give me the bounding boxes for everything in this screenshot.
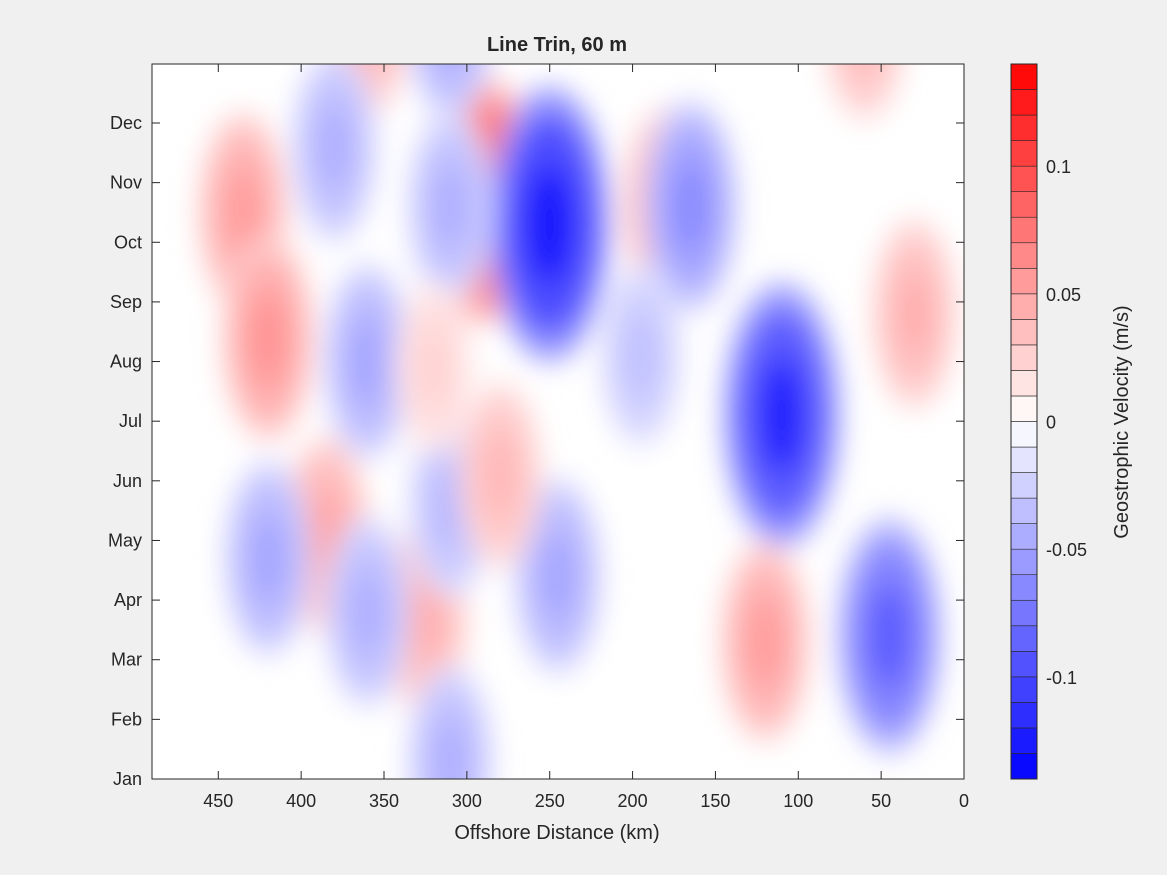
colorbar-level: [1010, 216, 1038, 244]
colorbar-level: [1010, 293, 1038, 320]
y-tick-label: Mar: [111, 650, 142, 670]
y-tick-label: Apr: [114, 590, 142, 610]
y-tick-label: Nov: [110, 173, 142, 193]
colorbar-level: [1010, 472, 1038, 499]
velocity-anomaly-core: [868, 584, 911, 688]
colorbar-level: [1010, 727, 1038, 754]
velocity-anomaly-core: [758, 357, 805, 474]
velocity-anomaly-core: [317, 104, 352, 190]
velocity-anomaly: [835, 64, 894, 103]
x-tick-label: 350: [369, 791, 399, 811]
colorbar-level: [1010, 651, 1038, 678]
colorbar-level: [1010, 497, 1038, 524]
colorbar-level: [1010, 319, 1038, 346]
x-tick-label: 400: [286, 791, 316, 811]
colorbar-level: [1010, 344, 1038, 371]
x-tick-label: 50: [871, 791, 891, 811]
velocity-anomaly-core: [418, 329, 450, 406]
velocity-anomaly-core: [250, 515, 286, 602]
velocity-anomaly-core: [249, 292, 287, 384]
y-tick-label: Sep: [110, 292, 142, 312]
colorbar-level: [1010, 446, 1038, 473]
colorbar-level: [1010, 599, 1038, 627]
colorbar-level: [1010, 267, 1038, 295]
colorbar-level: [1010, 165, 1038, 192]
colorbar-level: [1010, 242, 1038, 269]
velocity-anomaly: [420, 64, 480, 101]
colorbar-level: [1010, 548, 1038, 576]
colorbar-level: [1010, 702, 1038, 729]
colorbar-level: [1010, 421, 1038, 448]
colorbar: 0.1 0.05 0 -0.05 -0.1: [1010, 63, 1087, 780]
velocity-anomaly-core: [225, 168, 261, 257]
colorbar-level: [1010, 676, 1038, 703]
y-tick-label: Oct: [114, 232, 142, 252]
x-tick-label: 150: [700, 791, 730, 811]
x-tick-label: 100: [783, 791, 813, 811]
colorbar-tick-label: 0.1: [1046, 157, 1071, 177]
velocity-anomaly-core: [446, 64, 454, 65]
x-tick-label: 0: [959, 791, 969, 811]
y-tick-label: Dec: [110, 113, 142, 133]
velocity-anomaly-core: [433, 718, 468, 779]
colorbar-level: [1010, 625, 1038, 652]
colorbar-level: [1010, 191, 1038, 218]
colorbar-tick-label: -0.05: [1046, 540, 1087, 560]
velocity-contour-field: [198, 0, 957, 779]
velocity-anomaly-core: [483, 433, 517, 517]
velocity-anomaly-core: [350, 569, 385, 655]
velocity-anomaly-core: [525, 164, 574, 285]
y-tick-label: May: [108, 530, 142, 550]
y-tick-label: Aug: [110, 352, 142, 372]
x-axis: 450 400 350 300 250 200 150 100 50 0: [203, 64, 969, 811]
chart-title: Line Trin, 60 m: [487, 34, 627, 56]
y-tick-label: Jun: [113, 471, 142, 491]
x-tick-label: 300: [452, 791, 482, 811]
colorbar-tick-label: 0.05: [1046, 285, 1081, 305]
colorbar-frame: [1010, 63, 1038, 780]
velocity-anomaly-core: [350, 0, 384, 64]
velocity-anomaly-core: [433, 164, 468, 249]
velocity-anomaly-core: [540, 532, 576, 620]
velocity-anomaly-core: [747, 597, 783, 687]
colorbar-level: [1010, 140, 1038, 167]
x-axis-label: Offshore Distance (km): [454, 822, 659, 844]
colorbar-level: [1010, 753, 1038, 780]
x-tick-label: 250: [535, 791, 565, 811]
y-tick-label: Jul: [119, 411, 142, 431]
x-tick-label: 450: [203, 791, 233, 811]
colorbar-tick-label: 0: [1046, 413, 1056, 433]
velocity-anomaly-core: [624, 315, 658, 396]
velocity-anomaly-core: [433, 463, 467, 546]
y-tick-label: Feb: [111, 709, 142, 729]
velocity-anomaly-core: [897, 271, 932, 357]
velocity-anomaly-core: [350, 318, 385, 405]
y-tick-label: Jan: [113, 769, 142, 789]
colorbar-level: [1010, 523, 1038, 550]
colorbar-tick-label: -0.1: [1046, 668, 1077, 688]
colorbar-level: [1010, 395, 1038, 422]
velocity-anomaly-core: [408, 575, 443, 661]
colorbar-level: [1010, 63, 1038, 90]
colorbar-level: [1010, 114, 1038, 141]
y-axis: Jan Feb Mar Apr May Jun Jul Aug Sep Oct Nov Dec: [108, 113, 964, 789]
x-tick-label: 200: [618, 791, 648, 811]
velocity-anomaly-core: [671, 159, 710, 253]
velocity-anomaly-core: [856, 64, 873, 69]
colorbar-level: [1010, 370, 1038, 397]
colorbar-level: [1010, 574, 1038, 601]
colorbar-level: [1010, 89, 1038, 116]
colorbar-label: Geostrophic Velocity (m/s): [1111, 305, 1133, 538]
